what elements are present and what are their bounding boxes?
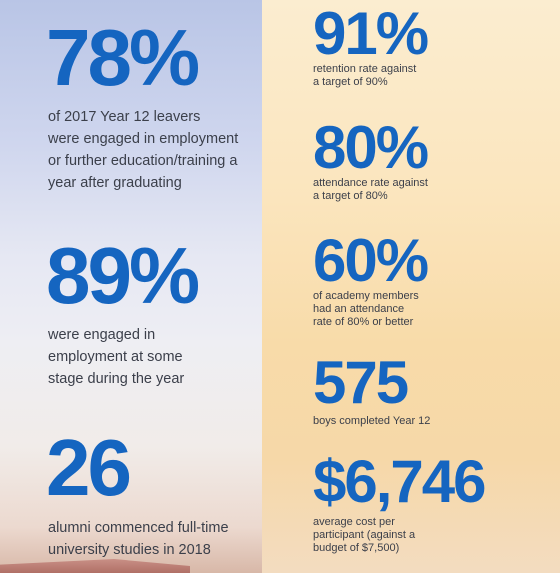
stat-figure-575: 575 (313, 349, 409, 416)
stat-desc-575: boys completed Year 12 (313, 415, 431, 427)
stat-figure-6746: $6,746 (313, 448, 487, 515)
building-rooftop (0, 559, 190, 573)
stat-figure-26: 26 (46, 423, 132, 512)
stat-desc-80: attendance rate against a target of 80% (313, 177, 428, 202)
stat-desc-91: retention rate against a target of 90% (313, 63, 417, 88)
stat-figure-60: 60% (313, 227, 429, 294)
stat-figure-78: 78% (46, 13, 200, 102)
right-panel (262, 0, 560, 573)
stat-figure-91: 91% (313, 0, 429, 67)
stat-desc-26: alumni commenced full-time university st… (48, 520, 229, 558)
stat-desc-60: of academy members had an attendance rat… (313, 290, 419, 328)
stat-desc-6746: average cost per participant (against a … (313, 516, 416, 554)
stat-figure-89: 89% (46, 231, 200, 320)
stat-figure-80: 80% (313, 114, 429, 181)
stat-desc-78: of 2017 Year 12 leavers were engaged in … (48, 109, 239, 191)
stat-desc-89: were engaged in employment at some stage… (48, 327, 185, 387)
left-panel (0, 0, 262, 573)
